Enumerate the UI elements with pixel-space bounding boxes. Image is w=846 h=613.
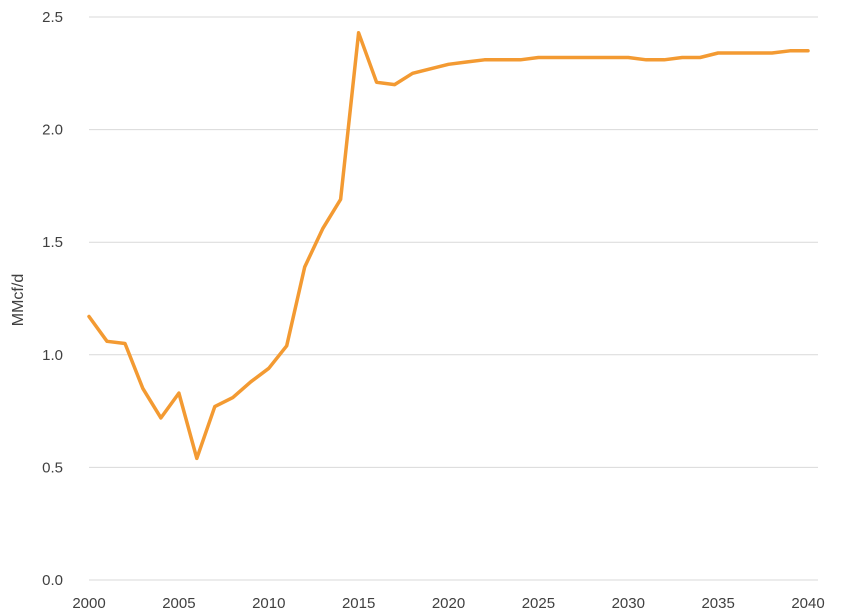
gridlines <box>89 16 818 581</box>
y-tick-label: 0.5 <box>42 459 63 476</box>
data-point <box>285 344 288 347</box>
x-tick-label: 2000 <box>72 595 105 612</box>
data-point <box>717 52 720 55</box>
y-axis-title: MMcf/d <box>10 274 27 326</box>
data-point <box>267 367 270 370</box>
y-tick-label: 1.0 <box>42 347 63 364</box>
data-point <box>231 396 234 399</box>
data-point <box>249 380 252 383</box>
data-point <box>681 56 684 59</box>
data-point <box>465 61 468 64</box>
data-point <box>771 52 774 55</box>
data-point <box>627 56 630 59</box>
data-point <box>735 52 738 55</box>
data-point <box>537 56 540 59</box>
series-layer <box>87 31 810 461</box>
data-point <box>591 56 594 59</box>
data-point <box>555 56 558 59</box>
y-tick-label: 2.5 <box>42 9 63 26</box>
y-axis-ticks: 0.0 0.5 1.0 1.5 2.0 2.5 <box>42 9 63 589</box>
data-point <box>663 58 666 61</box>
data-point <box>501 58 504 61</box>
data-point <box>213 405 216 408</box>
data-point <box>105 340 108 343</box>
data-point <box>321 227 324 230</box>
data-point <box>177 392 180 395</box>
x-tick-label: 2005 <box>162 595 195 612</box>
x-tick-label: 2040 <box>791 595 824 612</box>
series-line-0 <box>87 31 810 461</box>
data-point <box>141 387 144 390</box>
data-point <box>519 58 522 61</box>
data-point <box>339 198 342 201</box>
data-point <box>303 265 306 268</box>
y-tick-label: 1.5 <box>42 234 63 251</box>
data-point <box>807 49 810 52</box>
x-tick-label: 2020 <box>432 595 465 612</box>
data-point <box>573 56 576 59</box>
y-tick-label: 2.0 <box>42 122 63 139</box>
data-point <box>699 56 702 59</box>
data-point <box>123 342 126 345</box>
data-point <box>88 315 91 318</box>
x-tick-label: 2010 <box>252 595 285 612</box>
x-tick-label: 2025 <box>522 595 555 612</box>
x-tick-label: 2015 <box>342 595 375 612</box>
y-tick-label: 0.0 <box>42 572 63 589</box>
x-axis-ticks: 2000 2005 2010 2015 2020 2025 2030 2035 2040 <box>72 595 824 612</box>
data-point <box>357 31 360 34</box>
data-point <box>195 457 198 460</box>
data-point <box>609 56 612 59</box>
x-tick-label: 2030 <box>612 595 645 612</box>
data-point <box>429 67 432 70</box>
data-point <box>483 58 486 61</box>
data-point <box>645 58 648 61</box>
x-tick-label: 2035 <box>701 595 734 612</box>
data-point <box>411 72 414 75</box>
data-point <box>159 416 162 419</box>
data-point <box>375 81 378 84</box>
data-point <box>447 63 450 66</box>
data-point <box>393 83 396 86</box>
data-point <box>789 49 792 52</box>
data-point <box>753 52 756 55</box>
